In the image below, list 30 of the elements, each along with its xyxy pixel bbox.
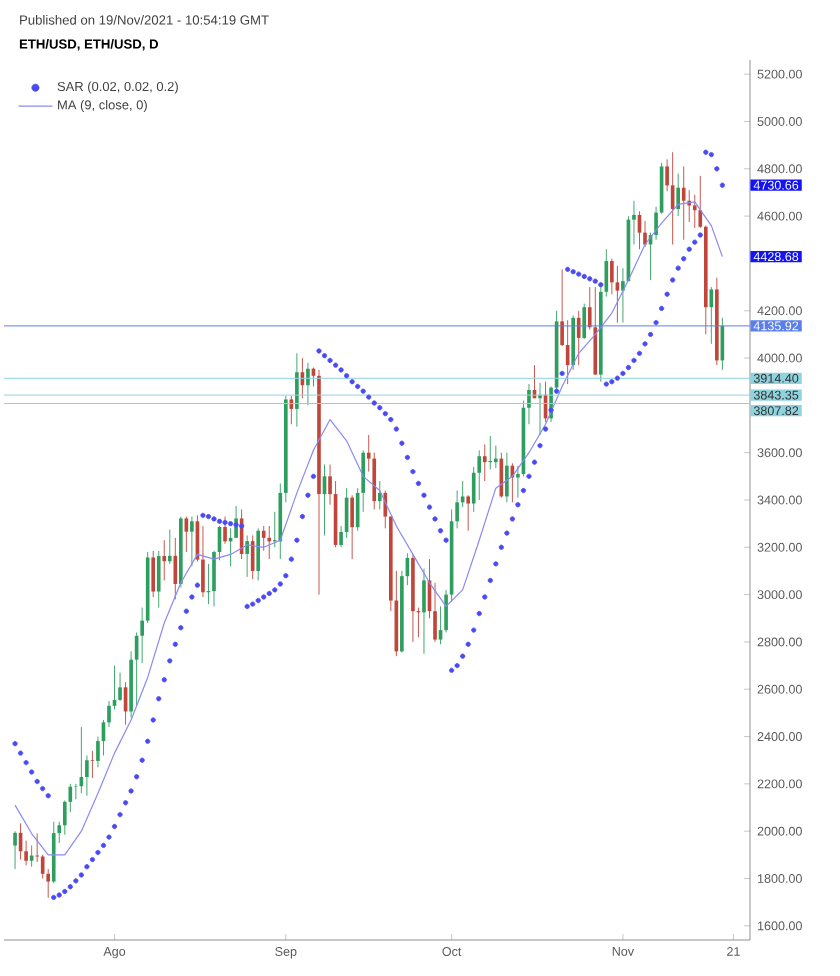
candlestick	[681, 165, 686, 241]
candlestick	[576, 310, 581, 366]
candlestick	[466, 494, 471, 532]
candlestick	[13, 830, 17, 870]
candlestick	[350, 494, 354, 560]
candlestick	[261, 525, 266, 552]
candlestick	[615, 265, 620, 324]
candlestick	[488, 435, 493, 470]
candlestick	[190, 516, 194, 567]
candlestick	[676, 173, 680, 217]
candlestick	[505, 452, 509, 503]
candlestick	[377, 480, 382, 510]
candlestick	[571, 315, 575, 371]
candlestick	[173, 537, 178, 600]
candlestick	[223, 516, 227, 545]
candlestick	[90, 750, 95, 779]
candlestick	[267, 525, 272, 560]
candlestick	[118, 672, 122, 702]
candlestick	[582, 303, 587, 340]
candlestick	[151, 550, 156, 598]
candlestick	[156, 550, 161, 609]
candlestick	[593, 286, 598, 376]
candlestick	[482, 443, 487, 482]
candlestick	[256, 527, 261, 581]
candlestick	[162, 539, 167, 581]
candlestick	[245, 535, 249, 578]
candlestick	[167, 529, 172, 565]
candlestick	[422, 568, 426, 655]
candlestick	[306, 362, 310, 406]
candlestick	[295, 352, 299, 428]
